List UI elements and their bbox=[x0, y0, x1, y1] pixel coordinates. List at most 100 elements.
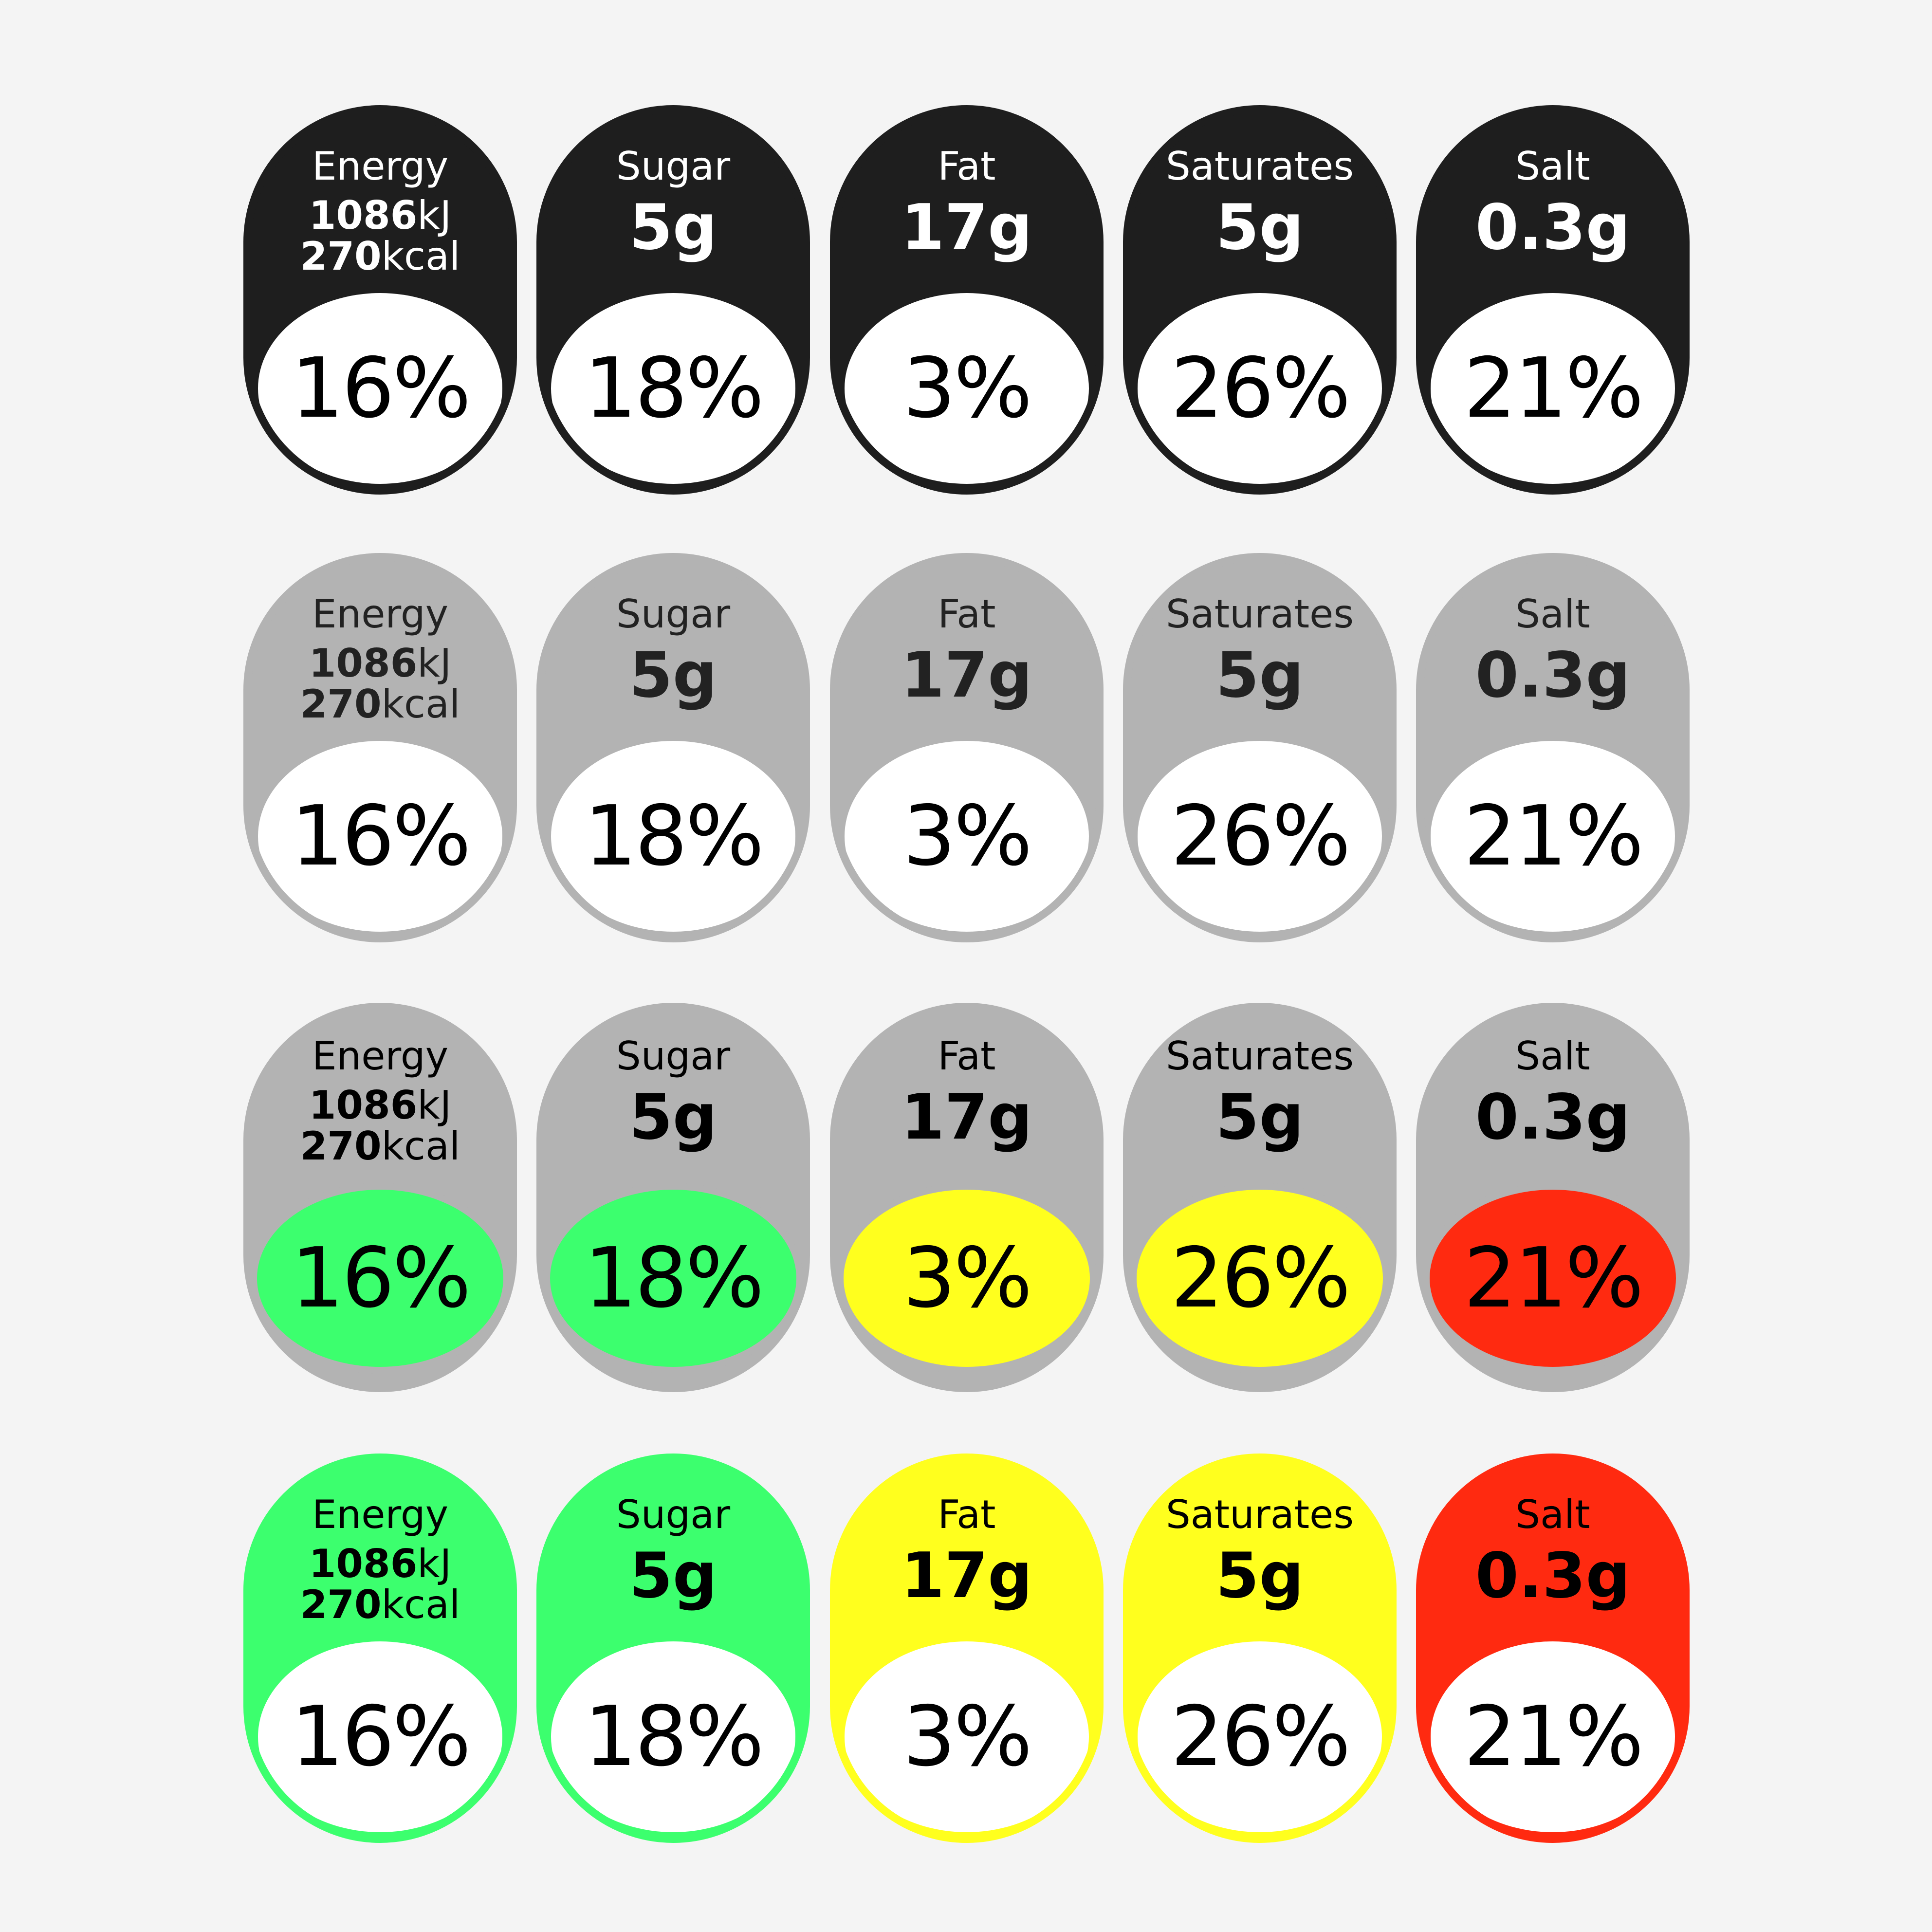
energy-kj: 1086kJ bbox=[251, 1543, 509, 1585]
percent-oval: 21% bbox=[1431, 293, 1675, 484]
nutrient-name: Salt bbox=[1515, 1492, 1590, 1537]
reference-intake-percent: 18% bbox=[584, 788, 764, 884]
percent-oval: 16% bbox=[258, 293, 502, 484]
nutrient-name: Salt bbox=[1515, 1033, 1590, 1079]
percent-oval: 16% bbox=[258, 1641, 502, 1832]
reference-intake-percent: 18% bbox=[584, 1689, 764, 1785]
kcal-value: 270 bbox=[300, 234, 382, 279]
nutrient-label-salt: Salt 0.3g 21% bbox=[1416, 553, 1690, 942]
reference-intake-percent: 16% bbox=[291, 1689, 471, 1785]
percent-oval: 21% bbox=[1431, 741, 1675, 932]
nutrient-label-fat: Fat 17g 3% bbox=[830, 553, 1104, 942]
nutrient-label-fat: Fat 17g 3% bbox=[830, 1003, 1104, 1392]
nutrient-amount: 5g bbox=[629, 1540, 718, 1612]
kj-value: 1086 bbox=[309, 1083, 418, 1128]
kj-value: 1086 bbox=[309, 1541, 418, 1586]
nutrient-name: Salt bbox=[1515, 144, 1590, 189]
percent-oval: 26% bbox=[1138, 1641, 1382, 1832]
nutrient-label-fat: Fat 17g 3% bbox=[830, 105, 1104, 495]
nutrient-name: Energy bbox=[312, 144, 449, 189]
nutrient-label-saturates: Saturates 5g 26% bbox=[1123, 1003, 1397, 1392]
label-row-grey-with-traffic-light-ovals: Energy 1086kJ 270kcal 16% Sugar 5g 18% Fat 17g 3%… bbox=[0, 1003, 1932, 1392]
reference-intake-percent: 18% bbox=[584, 340, 764, 437]
nutrient-label-sugar: Sugar 5g 18% bbox=[536, 553, 810, 942]
kcal-unit: kcal bbox=[381, 681, 460, 727]
nutrient-name: Fat bbox=[938, 1033, 996, 1079]
kj-value: 1086 bbox=[309, 193, 418, 238]
nutrient-amount: 5g bbox=[629, 639, 718, 712]
nutrient-label-salt: Salt 0.3g 21% bbox=[1416, 105, 1690, 495]
nutrient-name: Sugar bbox=[616, 1033, 731, 1079]
kj-unit: kJ bbox=[417, 641, 452, 686]
nutrient-amount: 5g bbox=[629, 191, 718, 264]
kj-value: 1086 bbox=[309, 641, 418, 686]
nutrient-amount: 17g bbox=[901, 639, 1032, 712]
percent-oval: 18% bbox=[551, 293, 795, 484]
nutrient-amount: 5g bbox=[1215, 1081, 1304, 1154]
nutrient-label-salt: Salt 0.3g 21% bbox=[1416, 1003, 1690, 1392]
label-row-monochrome-grey: Energy 1086kJ 270kcal 16% Sugar 5g 18% Fat 17g 3%… bbox=[0, 553, 1932, 942]
reference-intake-percent: 21% bbox=[1464, 1689, 1644, 1785]
nutrient-name: Sugar bbox=[616, 144, 731, 189]
nutrient-label-sugar: Sugar 5g 18% bbox=[536, 1003, 810, 1392]
nutrient-amount: 17g bbox=[901, 1540, 1032, 1612]
nutrient-amount: 5g bbox=[1215, 639, 1304, 712]
nutrient-name: Fat bbox=[938, 591, 996, 637]
nutrient-amount: 5g bbox=[629, 1081, 718, 1154]
energy-kcal: 270kcal bbox=[251, 1584, 509, 1626]
nutrient-label-saturates: Saturates 5g 26% bbox=[1123, 105, 1397, 495]
reference-intake-percent: 26% bbox=[1171, 1689, 1351, 1785]
kcal-unit: kcal bbox=[381, 1582, 460, 1627]
reference-intake-percent: 16% bbox=[291, 340, 471, 437]
nutrient-name: Sugar bbox=[616, 591, 731, 637]
kj-unit: kJ bbox=[417, 1541, 452, 1586]
percent-oval: 26% bbox=[1138, 293, 1382, 484]
kcal-value: 270 bbox=[300, 1123, 382, 1169]
reference-intake-percent: 16% bbox=[291, 1230, 471, 1326]
nutrient-name: Sugar bbox=[616, 1492, 731, 1537]
nutrient-amount: 0.3g bbox=[1475, 191, 1631, 264]
nutrient-amount: 5g bbox=[1215, 191, 1304, 264]
energy-kcal: 270kcal bbox=[251, 683, 509, 725]
nutrient-name: Fat bbox=[938, 144, 996, 189]
energy-kj: 1086kJ bbox=[243, 1085, 517, 1126]
nutrient-amount: 0.3g bbox=[1475, 1540, 1631, 1612]
percent-oval: 18% bbox=[551, 741, 795, 932]
energy-kj: 1086kJ bbox=[251, 195, 509, 237]
percent-oval: 18% bbox=[551, 1641, 795, 1832]
percent-oval: 3% bbox=[845, 293, 1089, 484]
label-row-full-traffic-light: Energy 1086kJ 270kcal 16% Sugar 5g 18% Fat 17g 3%… bbox=[0, 1454, 1932, 1843]
nutrient-name: Saturates bbox=[1165, 1033, 1354, 1079]
nutrient-amount: 0.3g bbox=[1475, 639, 1631, 712]
nutrient-name: Energy bbox=[312, 591, 449, 637]
percent-oval: 3% bbox=[845, 1641, 1089, 1832]
kcal-unit: kcal bbox=[381, 1123, 460, 1169]
percent-oval: 21% bbox=[1431, 1641, 1675, 1832]
reference-intake-percent: 3% bbox=[903, 340, 1032, 437]
nutrient-name: Energy bbox=[312, 1492, 449, 1537]
nutrient-label-sugar: Sugar 5g 18% bbox=[536, 105, 810, 495]
nutrient-amount: 17g bbox=[901, 191, 1032, 264]
kj-unit: kJ bbox=[417, 193, 452, 238]
kj-unit: kJ bbox=[417, 1083, 452, 1128]
nutrient-amount: 5g bbox=[1215, 1540, 1304, 1612]
nutrient-name: Energy bbox=[312, 1033, 449, 1079]
nutrient-amount: 0.3g bbox=[1475, 1081, 1631, 1154]
nutrient-name: Salt bbox=[1515, 591, 1590, 637]
kcal-value: 270 bbox=[300, 681, 382, 727]
nutrient-label-energy: Energy 1086kJ 270kcal 16% bbox=[243, 553, 517, 942]
nutrient-amount: 17g bbox=[901, 1081, 1032, 1154]
energy-kcal: 270kcal bbox=[243, 1125, 517, 1167]
nutrient-label-energy: Energy 1086kJ 270kcal 16% bbox=[243, 1454, 517, 1843]
percent-oval: 18% bbox=[543, 1183, 803, 1374]
percent-oval: 26% bbox=[1138, 741, 1382, 932]
nutrient-label-sugar: Sugar 5g 18% bbox=[536, 1454, 810, 1843]
nutrient-label-energy: Energy 1086kJ 270kcal 16% bbox=[243, 1003, 517, 1392]
nutrient-name: Saturates bbox=[1165, 1492, 1354, 1537]
label-row-monochrome-black: Energy 1086kJ 270kcal 16% Sugar 5g 18% Fat 17g 3%… bbox=[0, 105, 1932, 495]
nutrient-label-salt: Salt 0.3g 21% bbox=[1416, 1454, 1690, 1843]
reference-intake-percent: 26% bbox=[1171, 788, 1351, 884]
percent-oval: 16% bbox=[258, 741, 502, 932]
nutrient-name: Saturates bbox=[1165, 591, 1354, 637]
